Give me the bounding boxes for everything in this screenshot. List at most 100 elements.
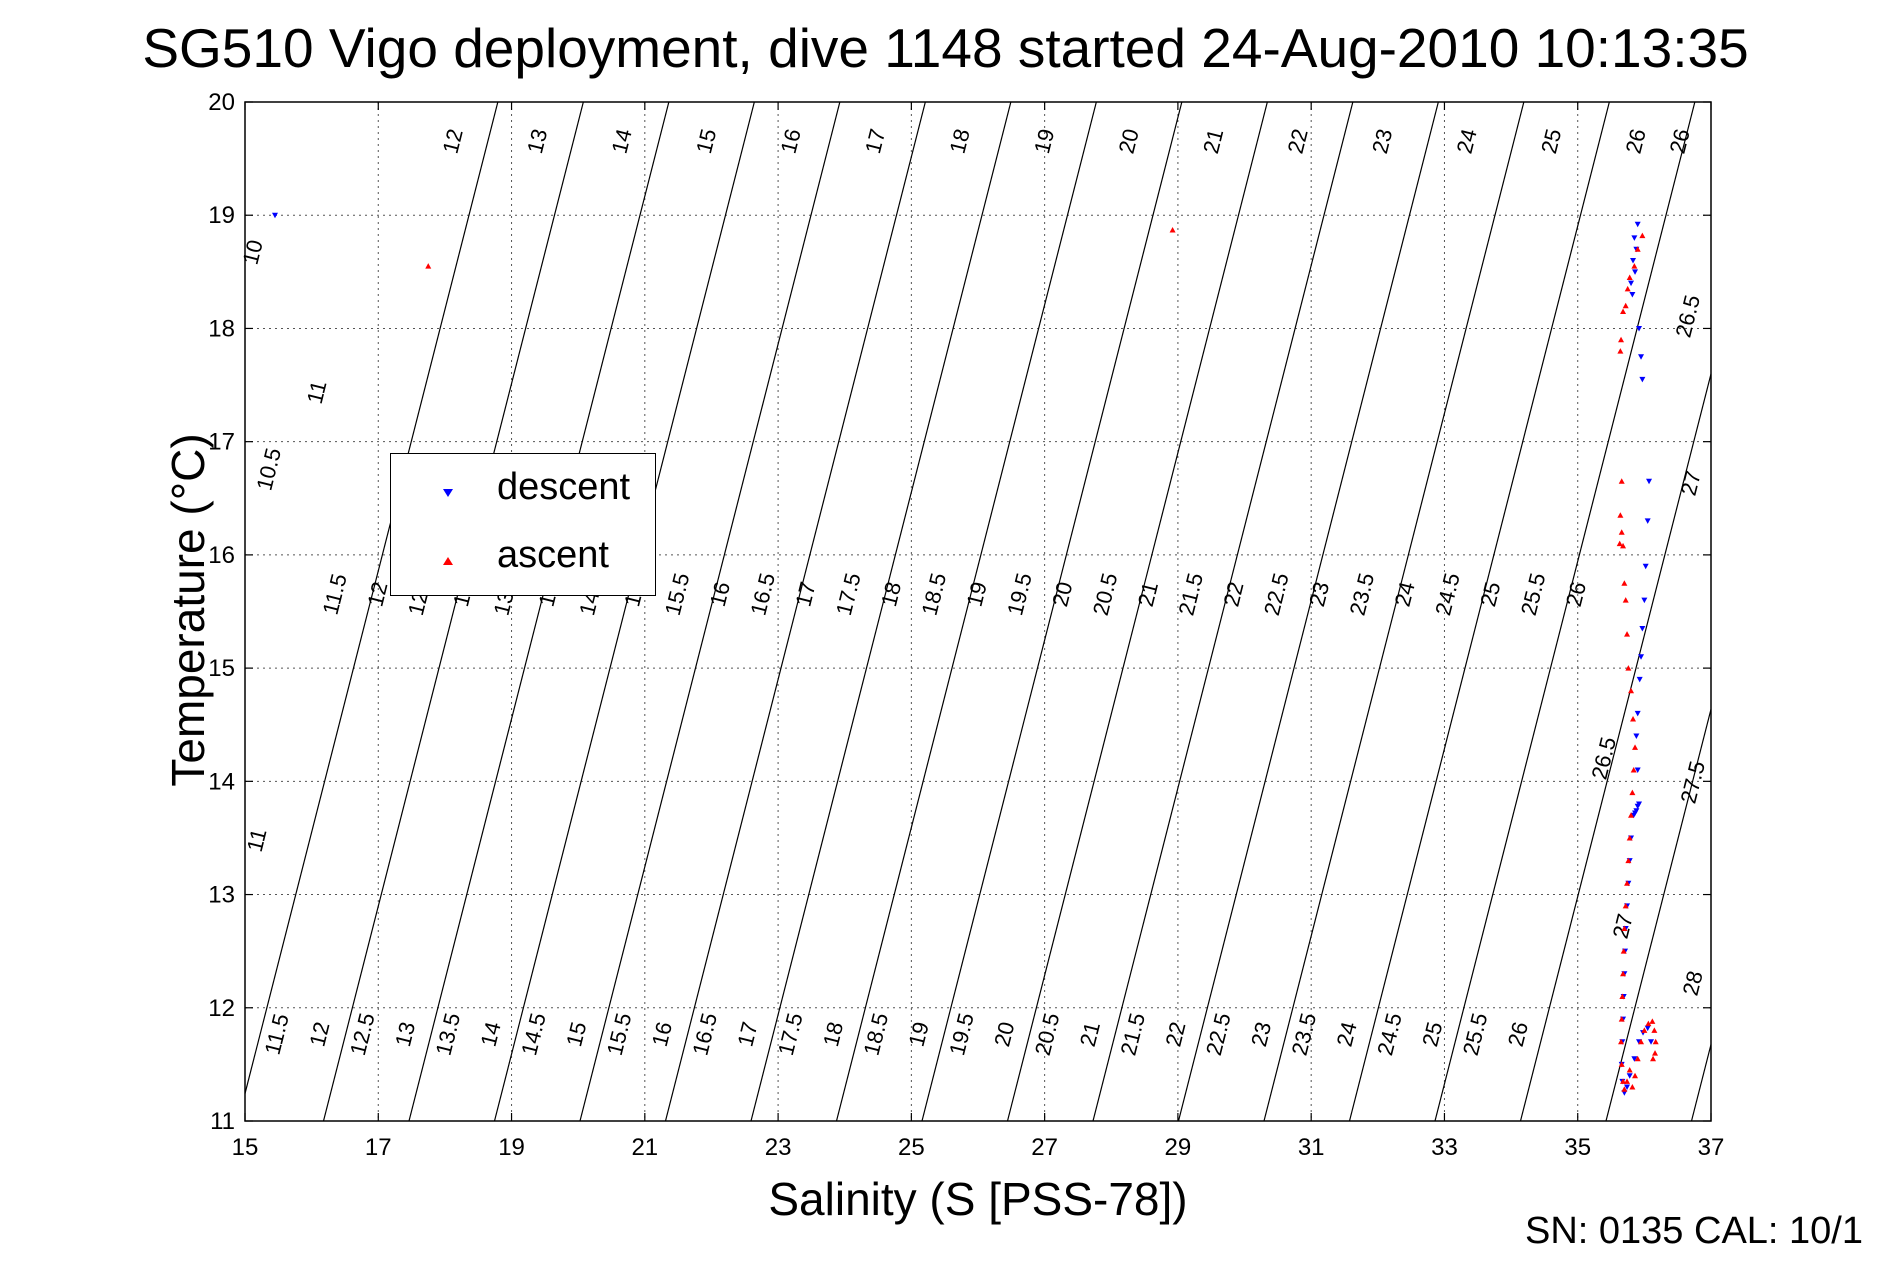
x-tick-label: 31 bbox=[1298, 1134, 1325, 1161]
data-point-ascent bbox=[1641, 1027, 1648, 1033]
data-point-ascent bbox=[1620, 542, 1627, 549]
isopycnal-line bbox=[664, 101, 926, 1122]
contour-label: 18.5 bbox=[917, 570, 952, 618]
x-tick-label: 29 bbox=[1165, 1134, 1192, 1161]
data-point-ascent bbox=[1629, 789, 1636, 796]
contour-label: 17 bbox=[790, 579, 820, 609]
contour-label: 26.5 bbox=[1670, 292, 1705, 340]
contour-label: 19.5 bbox=[1002, 570, 1037, 618]
contour-label: 15.5 bbox=[602, 1010, 637, 1058]
data-point-descent bbox=[1630, 812, 1637, 819]
data-point-ascent bbox=[1620, 308, 1627, 314]
contour-label: 15 bbox=[691, 126, 721, 156]
isopycnal-line bbox=[1690, 1044, 1712, 1122]
contour-label: 27.5 bbox=[1675, 758, 1710, 806]
legend-item-ascent: ascent bbox=[391, 530, 655, 590]
contour-label: 22 bbox=[1160, 1019, 1190, 1049]
data-point-ascent bbox=[1621, 1086, 1628, 1092]
data-point-descent bbox=[1634, 803, 1641, 810]
data-point-descent bbox=[1648, 1039, 1655, 1045]
contour-label: 25 bbox=[1417, 1019, 1447, 1049]
contour-label: 14 bbox=[476, 1019, 506, 1049]
data-point-ascent bbox=[1630, 767, 1637, 773]
contour-label: 13 bbox=[390, 1019, 420, 1049]
contour-label: 24 bbox=[1390, 579, 1420, 609]
data-point-ascent bbox=[1650, 1055, 1657, 1062]
contour-label: 19.5 bbox=[944, 1010, 979, 1058]
contour-label: 24.5 bbox=[1372, 1010, 1407, 1058]
data-point-ascent bbox=[1169, 226, 1176, 233]
contour-label: 12 bbox=[304, 1019, 334, 1049]
isopycnal-line bbox=[244, 101, 499, 1094]
contour-label: 26 bbox=[1665, 126, 1695, 156]
grid-lines bbox=[244, 101, 1712, 1122]
legend-label-descent: descent bbox=[497, 466, 631, 508]
contour-label: 27 bbox=[1608, 911, 1638, 941]
contour-label: 21 bbox=[1198, 126, 1228, 156]
data-point-descent bbox=[1636, 676, 1643, 683]
data-point-descent bbox=[1639, 376, 1646, 383]
contour-label: 23 bbox=[1246, 1019, 1276, 1049]
isopycnal-line bbox=[408, 101, 670, 1122]
contour-label: 25 bbox=[1475, 579, 1505, 609]
y-tick-label: 15 bbox=[208, 655, 235, 682]
contour-label: 19 bbox=[962, 579, 992, 609]
data-point-descent bbox=[1633, 733, 1640, 740]
x-tick-label: 21 bbox=[631, 1134, 658, 1161]
contour-label: 24 bbox=[1332, 1019, 1362, 1049]
data-point-descent bbox=[1631, 1056, 1638, 1062]
contour-label: 22.5 bbox=[1201, 1010, 1236, 1058]
axes-box bbox=[244, 101, 1712, 1122]
x-tick-label: 35 bbox=[1564, 1134, 1591, 1161]
data-point-ascent bbox=[1618, 1038, 1625, 1045]
contour-label: 11.5 bbox=[318, 571, 352, 617]
contour-label: 18 bbox=[876, 579, 906, 609]
contour-label: 21.5 bbox=[1173, 570, 1208, 618]
data-point-descent bbox=[1634, 221, 1641, 228]
isopycnal-line bbox=[1348, 101, 1610, 1122]
data-point-ascent bbox=[1628, 812, 1635, 818]
contour-label: 28 bbox=[1678, 968, 1708, 998]
x-tick-label: 17 bbox=[365, 1134, 392, 1161]
contour-label: 12 bbox=[362, 579, 392, 609]
isopycnal-line bbox=[579, 101, 841, 1122]
data-point-ascent bbox=[1638, 1038, 1645, 1045]
data-point-ascent bbox=[1621, 925, 1628, 932]
contour-label: 20.5 bbox=[1088, 570, 1123, 618]
contour-label: 20 bbox=[989, 1019, 1019, 1049]
y-tick-label: 18 bbox=[208, 315, 235, 342]
x-tick-label: 37 bbox=[1698, 1134, 1725, 1161]
data-point-ascent bbox=[1645, 1020, 1652, 1027]
contour-label: 13 bbox=[522, 126, 552, 156]
y-axis-label: Temperature (°C) bbox=[162, 433, 214, 787]
ascent-marker-icon bbox=[443, 557, 453, 565]
data-point-descent bbox=[1642, 563, 1649, 570]
isopycnal-line bbox=[1092, 101, 1354, 1122]
contour-label: 21.5 bbox=[1115, 1010, 1150, 1058]
contour-label: 10 bbox=[238, 237, 268, 267]
data-point-ascent bbox=[1621, 580, 1628, 586]
contour-label: 14 bbox=[607, 126, 637, 156]
contour-label: 22.5 bbox=[1259, 570, 1294, 618]
data-point-ascent bbox=[1624, 631, 1631, 637]
data-point-ascent bbox=[425, 263, 432, 269]
isopycnal-line bbox=[1605, 709, 1712, 1122]
data-point-descent bbox=[1636, 325, 1643, 332]
contour-label: 23.5 bbox=[1345, 570, 1380, 618]
data-point-descent bbox=[1629, 291, 1636, 298]
data-point-ascent bbox=[1626, 1067, 1633, 1073]
x-tick-label: 27 bbox=[1031, 1134, 1058, 1161]
data-point-descent bbox=[1641, 597, 1648, 604]
isopycnal-line bbox=[322, 101, 584, 1122]
contour-label: 21 bbox=[1133, 579, 1163, 609]
data-point-ascent bbox=[1618, 529, 1625, 535]
data-point-descent bbox=[1631, 235, 1638, 241]
isopycnal-line bbox=[1006, 101, 1268, 1122]
data-point-ascent bbox=[1651, 1027, 1658, 1033]
contour-label: 20.5 bbox=[1030, 1010, 1065, 1058]
data-point-ascent bbox=[1628, 687, 1635, 694]
isopycnal-line bbox=[1263, 101, 1525, 1122]
contour-label: 17 bbox=[860, 126, 890, 156]
isopycnal-line bbox=[1519, 373, 1712, 1122]
y-tick-label: 16 bbox=[208, 542, 235, 569]
